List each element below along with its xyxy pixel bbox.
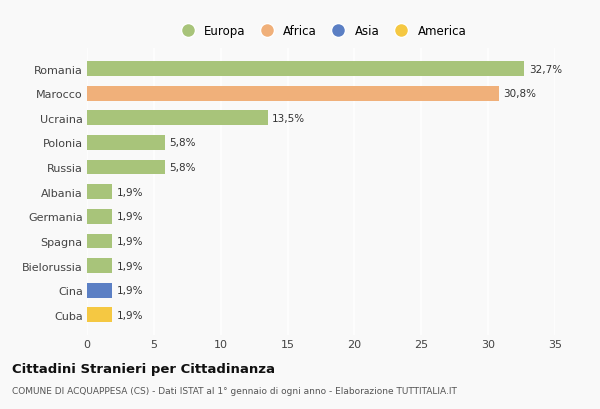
Bar — [87, 111, 268, 126]
Text: 5,8%: 5,8% — [169, 138, 196, 148]
Text: 5,8%: 5,8% — [169, 163, 196, 173]
Bar — [87, 308, 112, 322]
Text: 1,9%: 1,9% — [117, 236, 143, 246]
Bar — [87, 185, 112, 200]
Text: 1,9%: 1,9% — [117, 285, 143, 295]
Bar — [87, 136, 164, 151]
Text: 32,7%: 32,7% — [529, 65, 562, 74]
Text: 1,9%: 1,9% — [117, 212, 143, 222]
Text: 13,5%: 13,5% — [272, 114, 305, 124]
Text: COMUNE DI ACQUAPPESA (CS) - Dati ISTAT al 1° gennaio di ogni anno - Elaborazione: COMUNE DI ACQUAPPESA (CS) - Dati ISTAT a… — [12, 387, 457, 396]
Text: 30,8%: 30,8% — [503, 89, 536, 99]
Bar — [87, 234, 112, 249]
Bar — [87, 87, 499, 101]
Legend: Europa, Africa, Asia, America: Europa, Africa, Asia, America — [173, 22, 469, 40]
Text: 1,9%: 1,9% — [117, 261, 143, 271]
Text: 1,9%: 1,9% — [117, 187, 143, 197]
Bar — [87, 160, 164, 175]
Text: 1,9%: 1,9% — [117, 310, 143, 320]
Bar — [87, 62, 524, 77]
Bar — [87, 283, 112, 298]
Text: Cittadini Stranieri per Cittadinanza: Cittadini Stranieri per Cittadinanza — [12, 362, 275, 375]
Bar — [87, 209, 112, 224]
Bar — [87, 258, 112, 273]
